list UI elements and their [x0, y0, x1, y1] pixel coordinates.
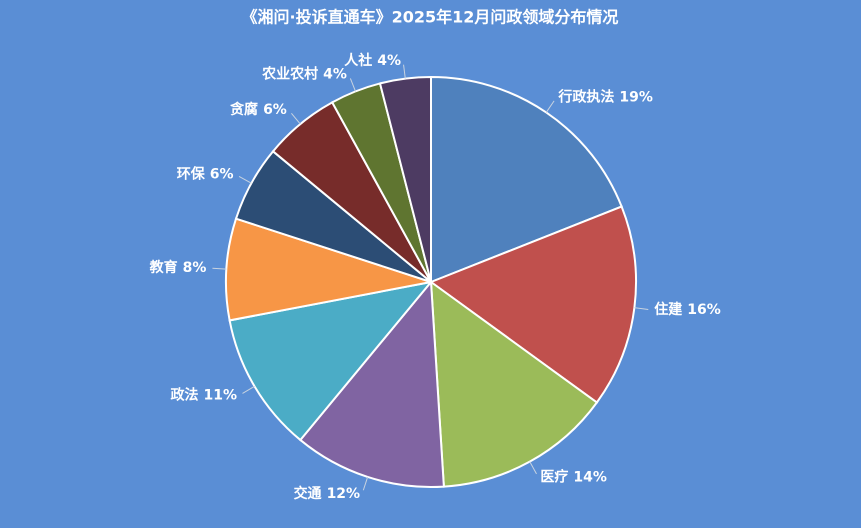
pie-slice — [378, 75, 432, 283]
leader-line — [242, 385, 255, 394]
slice-label: 医疗 14% — [540, 468, 607, 485]
slice-label: 交通 12% — [294, 485, 361, 502]
category-label: 交通 — [294, 485, 322, 502]
leader-line — [349, 78, 356, 92]
value-label: 19% — [619, 90, 653, 106]
leader-line — [291, 112, 301, 125]
category-label: 行政执法 — [557, 89, 614, 106]
value-label: 6% — [263, 102, 287, 118]
value-label: 6% — [210, 167, 234, 183]
category-label: 人社 — [344, 52, 372, 69]
value-label: 8% — [183, 260, 207, 276]
leader-line — [545, 100, 555, 113]
pie-slice — [429, 279, 599, 488]
category-label: 住建 — [654, 301, 682, 318]
leader-line — [362, 476, 369, 491]
value-label: 4% — [323, 67, 347, 83]
slice-label: 住建 16% — [654, 301, 721, 318]
slice-label: 人社 4% — [344, 52, 401, 69]
category-label: 教育 — [150, 259, 178, 276]
category-label: 政法 — [171, 387, 199, 404]
pie-slice — [228, 280, 434, 442]
value-label: 4% — [377, 53, 401, 69]
slice-label: 政法 11% — [171, 387, 238, 404]
slice-label: 环保 6% — [177, 166, 234, 183]
leader-line — [634, 307, 649, 310]
leader-line — [529, 461, 537, 475]
category-label: 贪腐 — [229, 101, 258, 118]
category-label: 环保 — [177, 166, 206, 183]
pie-slice — [298, 279, 445, 488]
slice-label: 教育 8% — [150, 259, 207, 276]
leader-line — [403, 64, 406, 79]
value-label: 16% — [687, 302, 721, 318]
pie-slice — [430, 75, 623, 284]
slice-label: 农业农村 4% — [261, 66, 347, 83]
leader-line — [212, 267, 227, 270]
category-label: 医疗 — [540, 468, 568, 485]
value-label: 14% — [573, 469, 607, 485]
chart-title: 《湘问·投诉直通车》2025年12月问政领域分布情况 — [242, 8, 619, 27]
value-label: 12% — [327, 486, 361, 502]
pie-slice — [225, 217, 432, 322]
slice-label: 贪腐 6% — [229, 101, 287, 118]
leader-line — [238, 176, 252, 184]
slice-label: 行政执法 19% — [557, 89, 653, 106]
category-label: 农业农村 — [261, 66, 318, 83]
value-label: 11% — [204, 388, 238, 404]
